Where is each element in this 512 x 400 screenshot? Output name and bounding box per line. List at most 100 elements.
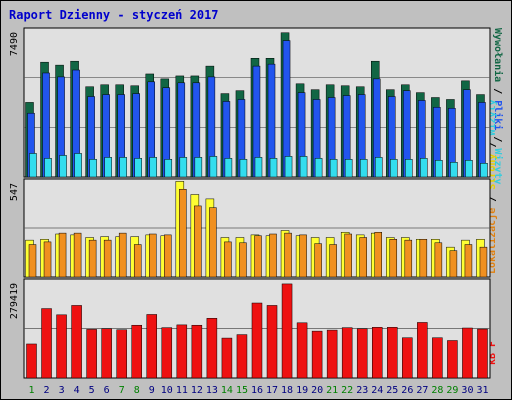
bar-kbf-day-8 — [131, 324, 142, 379]
bar-visits-day-8 — [134, 158, 142, 178]
bar-kbf-day-20 — [311, 330, 323, 379]
bar-visits-day-29 — [450, 162, 458, 178]
bar-visits-day-7 — [119, 157, 127, 178]
bar-kbf-day-7 — [116, 329, 127, 379]
bar-visits-day-21 — [329, 159, 338, 178]
bar-pages-day-4 — [73, 232, 82, 278]
bar-pages-day-13 — [209, 207, 217, 278]
bar-pages-day-3 — [58, 232, 67, 278]
bar-pages-day-2 — [43, 241, 52, 278]
x-tick-label: 2 — [44, 385, 50, 396]
bar-pages-day-9 — [149, 233, 157, 278]
bar-pages-day-29 — [449, 250, 458, 278]
bar-visits-day-28 — [435, 160, 443, 178]
bar-kbf-day-15 — [236, 334, 248, 379]
bar-visits-day-5 — [89, 159, 97, 178]
x-tick-label: 17 — [266, 385, 278, 396]
bar-pages-day-11 — [179, 188, 187, 278]
bar-kbf-day-19 — [296, 322, 308, 379]
x-tick-label: 12 — [191, 385, 203, 396]
bar-pages-day-6 — [103, 239, 112, 278]
x-tick-label: 19 — [296, 385, 308, 396]
chart-title: Raport Dzienny - styczeń 2017 — [9, 8, 219, 22]
bar-visits-day-14 — [224, 158, 233, 178]
bar-pages-day-30 — [464, 244, 473, 278]
bar-visits-day-24 — [374, 157, 383, 178]
x-tick-label: 11 — [176, 385, 188, 396]
bar-visits-day-10 — [164, 159, 173, 178]
x-tick-label: 7 — [119, 385, 125, 396]
bar-visits-day-19 — [299, 156, 308, 178]
bar-visits-day-15 — [239, 159, 248, 178]
bar-visits-day-23 — [359, 159, 368, 178]
bar-visits-day-20 — [314, 158, 323, 178]
bar-pages-day-5 — [88, 239, 97, 278]
bar-kbf-day-6 — [101, 328, 112, 379]
bar-visits-day-4 — [74, 153, 82, 178]
bar-visits-day-11 — [179, 157, 188, 178]
bar-pages-day-7 — [118, 232, 127, 278]
x-axis-labels: 1 2 3 4 5 6 7 8 9 10 11 12 13 14 15 16 17 18 19 20 21 22 23 24 2… — [29, 385, 489, 396]
legend-bottom: kB F — [487, 341, 498, 365]
bar-kbf-day-4 — [71, 305, 82, 379]
bar-kbf-day-2 — [41, 308, 52, 379]
middle-ymax-label: 547 — [9, 183, 20, 201]
bar-pages-day-17 — [269, 233, 277, 278]
bar-kbf-day-9 — [146, 314, 158, 379]
bar-kbf-day-16 — [251, 302, 263, 379]
x-tick-label: 18 — [281, 385, 293, 396]
bar-pages-day-14 — [224, 241, 232, 278]
bar-pages-day-23 — [359, 237, 367, 278]
x-tick-label: 9 — [149, 385, 155, 396]
x-tick-label: 3 — [59, 385, 65, 396]
x-tick-label: 15 — [236, 385, 248, 396]
bar-visits-day-25 — [390, 159, 398, 178]
top-ymax-label: 7490 — [9, 32, 20, 56]
chart-plots — [23, 27, 491, 379]
bar-kbf-day-10 — [161, 327, 173, 379]
bar-visits-day-22 — [344, 159, 353, 178]
x-tick-label: 25 — [386, 385, 398, 396]
x-tick-label: 28 — [431, 385, 443, 396]
x-tick-label: 27 — [416, 385, 428, 396]
bar-pages-day-19 — [299, 234, 307, 278]
bar-visits-day-26 — [405, 159, 413, 178]
bar-kbf-day-12 — [191, 324, 203, 379]
x-tick-label: 29 — [446, 385, 458, 396]
x-tick-label: 4 — [74, 385, 80, 396]
x-tick-label: 31 — [476, 385, 488, 396]
bar-pages-day-27 — [419, 239, 428, 278]
bar-kbf-day-30 — [462, 327, 473, 379]
x-tick-label: 23 — [356, 385, 368, 396]
bar-pages-day-24 — [374, 231, 382, 278]
bar-visits-day-13 — [209, 156, 218, 178]
bar-pages-day-16 — [254, 235, 262, 278]
bar-visits-day-12 — [194, 157, 203, 178]
bar-kbf-day-18 — [281, 283, 293, 379]
bar-pages-day-21 — [329, 244, 337, 278]
x-tick-label: 8 — [134, 385, 140, 396]
bar-visits-day-27 — [420, 158, 428, 178]
x-tick-label: 13 — [206, 385, 218, 396]
bar-kbf-day-13 — [206, 318, 218, 379]
bar-kbf-day-22 — [341, 327, 353, 379]
x-tick-label: 5 — [89, 385, 95, 396]
bar-visits-day-3 — [59, 155, 67, 178]
bar-pages-day-10 — [164, 234, 172, 278]
bar-kbf-day-28 — [432, 337, 443, 379]
legend-middle-pages: Strony — [487, 154, 498, 190]
x-tick-label: 22 — [341, 385, 353, 396]
bar-kbf-day-31 — [477, 328, 488, 379]
x-tick-label: 30 — [461, 385, 473, 396]
bar-pages-day-22 — [344, 233, 352, 278]
x-tick-label: 14 — [221, 385, 233, 396]
bottom-ymax-label: 279419 — [9, 283, 20, 319]
bar-pages-day-28 — [434, 242, 443, 278]
bar-kbf-day-1 — [26, 343, 37, 379]
bar-kbf-day-14 — [221, 337, 233, 379]
legend-top-hits: Wywołania — [492, 28, 504, 82]
bar-pages-day-26 — [404, 239, 413, 278]
bar-pages-day-20 — [314, 243, 322, 278]
bar-pages-day-1 — [28, 244, 37, 278]
